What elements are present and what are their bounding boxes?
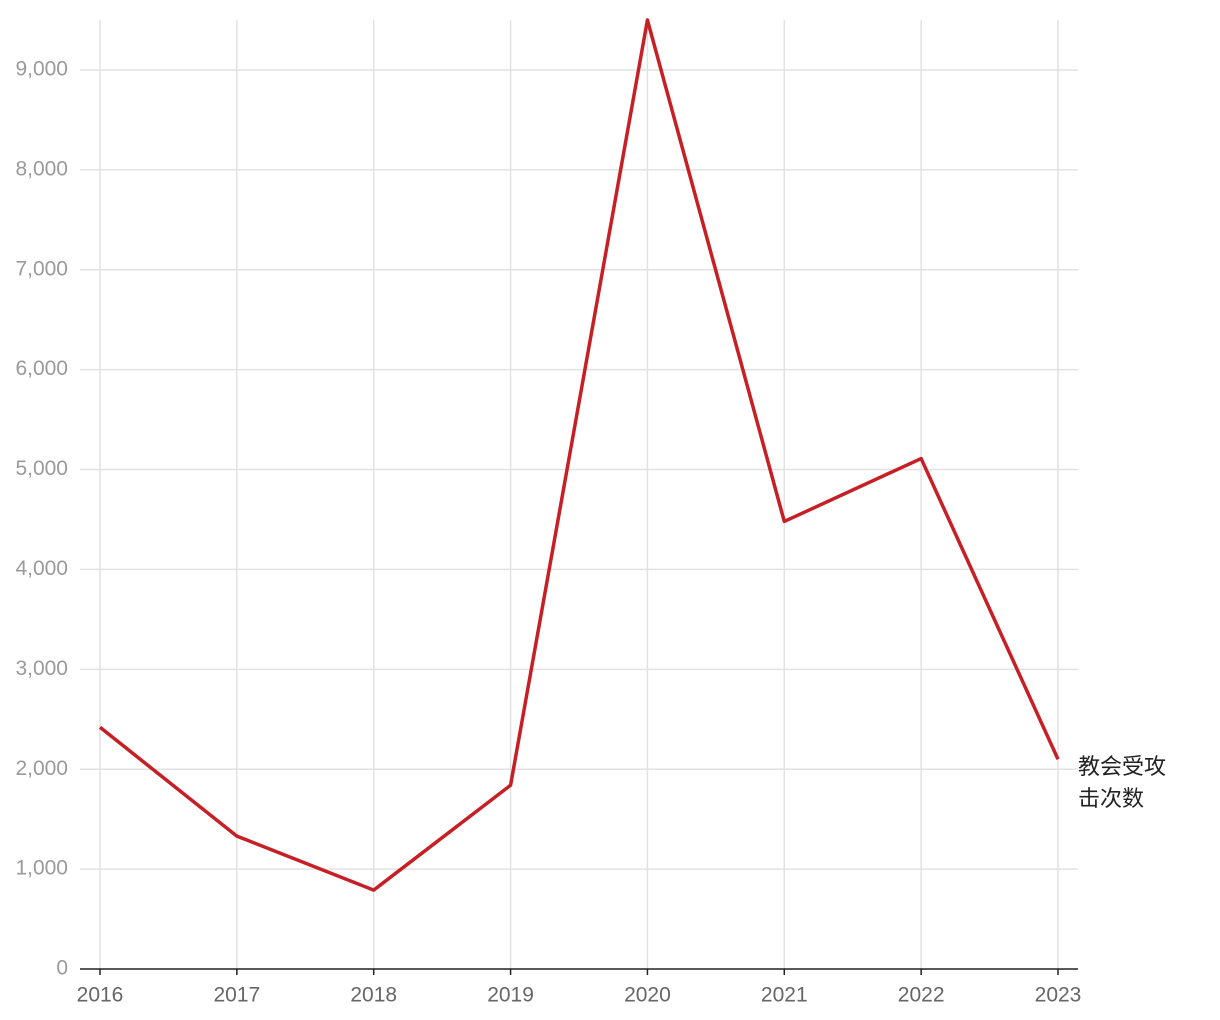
y-tick-label: 3,000 [15,657,68,680]
y-tick-label: 0 [56,957,68,980]
x-tick-label: 2022 [898,984,945,1007]
x-tick-label: 2021 [761,984,808,1007]
x-tick-label: 2017 [213,984,260,1007]
x-tick-label: 2023 [1035,984,1082,1007]
y-tick-label: 4,000 [15,557,68,580]
x-tick-label: 2020 [624,984,671,1007]
x-tick-label: 2018 [350,984,397,1007]
y-tick-label: 6,000 [15,357,68,380]
y-tick-label: 5,000 [15,457,68,480]
y-tick-label: 1,000 [15,857,68,880]
series-label: 教会受攻击次数 [1078,755,1167,813]
y-tick-label: 9,000 [15,57,68,80]
x-tick-label: 2019 [487,984,534,1007]
y-tick-label: 8,000 [15,157,68,180]
line [98,18,1060,892]
x-tick-label: 2016 [77,984,124,1007]
y-tick-label: 7,000 [15,257,68,280]
y-tick-label: 2,000 [15,757,68,780]
